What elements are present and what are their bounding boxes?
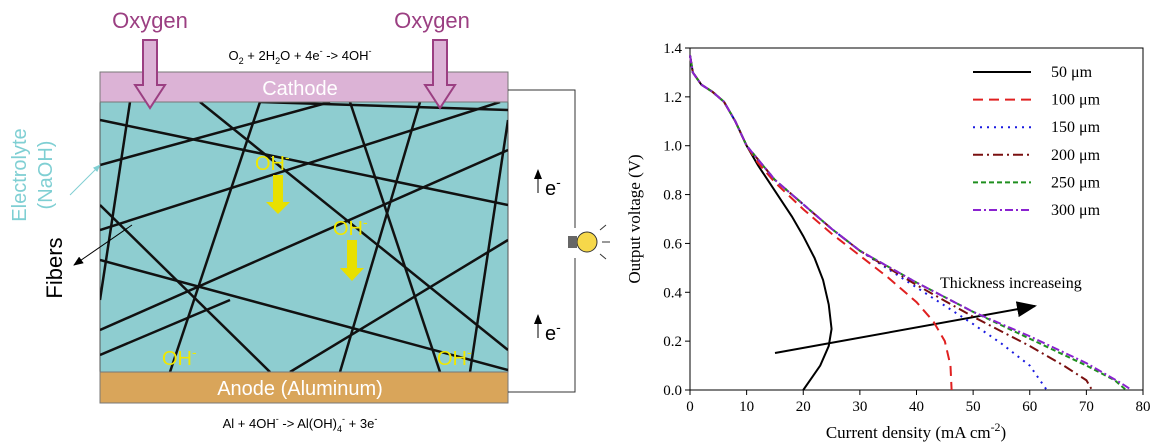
cathode-label: Cathode bbox=[262, 78, 338, 100]
x-tick-label: 0 bbox=[686, 399, 694, 415]
anode bbox=[99, 371, 509, 404]
anode-label: Anode (Aluminum) bbox=[217, 378, 383, 400]
series-line bbox=[689, 55, 953, 391]
wire bbox=[508, 89, 576, 228]
y-tick-label: 0.2 bbox=[663, 334, 682, 350]
pointer bbox=[73, 224, 133, 266]
hydroxide-label: OH- bbox=[333, 214, 368, 240]
series-line bbox=[689, 55, 833, 391]
electrolyte-region bbox=[99, 101, 509, 373]
diagram: Oxygen Oxygen O2 + 2H2O + 4e- -> 4OH- Ca… bbox=[9, 8, 610, 434]
legend-label: 250 μm bbox=[1051, 174, 1101, 191]
oxygen-arrow bbox=[133, 39, 167, 110]
x-axis-label: Current density (mA cm-2) bbox=[826, 420, 1006, 442]
legend-label: 100 μm bbox=[1051, 92, 1101, 109]
legend-label: 200 μm bbox=[1051, 147, 1101, 164]
chart: Output voltage (V) Current density (mA c… bbox=[625, 41, 1151, 442]
series-line bbox=[689, 55, 1127, 391]
hydroxide-label: OH- bbox=[162, 344, 197, 370]
wire bbox=[508, 258, 576, 393]
annotation-arrow bbox=[774, 301, 1037, 354]
electron-label: e- bbox=[545, 319, 561, 345]
y-axis-label: Output voltage (V) bbox=[625, 154, 644, 283]
x-tick-label: 40 bbox=[909, 399, 924, 415]
oxygen-label: Oxygen bbox=[394, 8, 470, 33]
x-tick-label: 20 bbox=[796, 399, 811, 415]
annotation: Thickness increaseing bbox=[940, 275, 1082, 292]
x-tick-label: 30 bbox=[852, 399, 867, 415]
bulb bbox=[568, 224, 610, 260]
oxygen-arrow bbox=[423, 39, 457, 110]
x-tick-label: 70 bbox=[1079, 399, 1094, 415]
y-tick-label: 1.4 bbox=[663, 41, 682, 57]
hydroxide-arrow bbox=[266, 175, 290, 214]
electron-label: e- bbox=[545, 174, 561, 200]
oxygen-label: Oxygen bbox=[112, 8, 188, 33]
x-tick-label: 80 bbox=[1136, 399, 1151, 415]
fibers-label: Fibers bbox=[42, 237, 67, 298]
cathode-reaction: O2 + 2H2O + 4e- -> 4OH- bbox=[228, 46, 371, 66]
x-tick-label: 60 bbox=[1022, 399, 1037, 415]
x-tick-label: 50 bbox=[966, 399, 981, 415]
y-tick-label: 1.0 bbox=[663, 139, 682, 155]
electrolyte-label: Electrolyte bbox=[9, 128, 31, 221]
legend-label: 300 μm bbox=[1051, 202, 1101, 219]
pointer bbox=[69, 164, 101, 196]
legend-label: 50 μm bbox=[1051, 64, 1093, 81]
series-line bbox=[689, 55, 1048, 391]
series-line bbox=[689, 55, 1133, 391]
hydroxide-label: OH- bbox=[255, 149, 290, 175]
anode-reaction: Al + 4OH- -> Al(OH)4- + 3e- bbox=[223, 414, 378, 434]
y-tick-label: 0.4 bbox=[663, 285, 682, 301]
y-tick-label: 0.8 bbox=[663, 188, 682, 204]
hydroxide-label: OH- bbox=[437, 344, 472, 370]
y-tick-label: 0.6 bbox=[663, 236, 682, 252]
electrolyte-label: (NaOH) bbox=[35, 141, 57, 210]
y-tick-label: 0.0 bbox=[663, 383, 682, 399]
x-tick-label: 10 bbox=[739, 399, 754, 415]
y-tick-label: 1.2 bbox=[663, 90, 682, 106]
legend-label: 150 μm bbox=[1051, 119, 1101, 136]
fibers bbox=[100, 102, 508, 372]
hydroxide-arrow bbox=[340, 240, 364, 281]
